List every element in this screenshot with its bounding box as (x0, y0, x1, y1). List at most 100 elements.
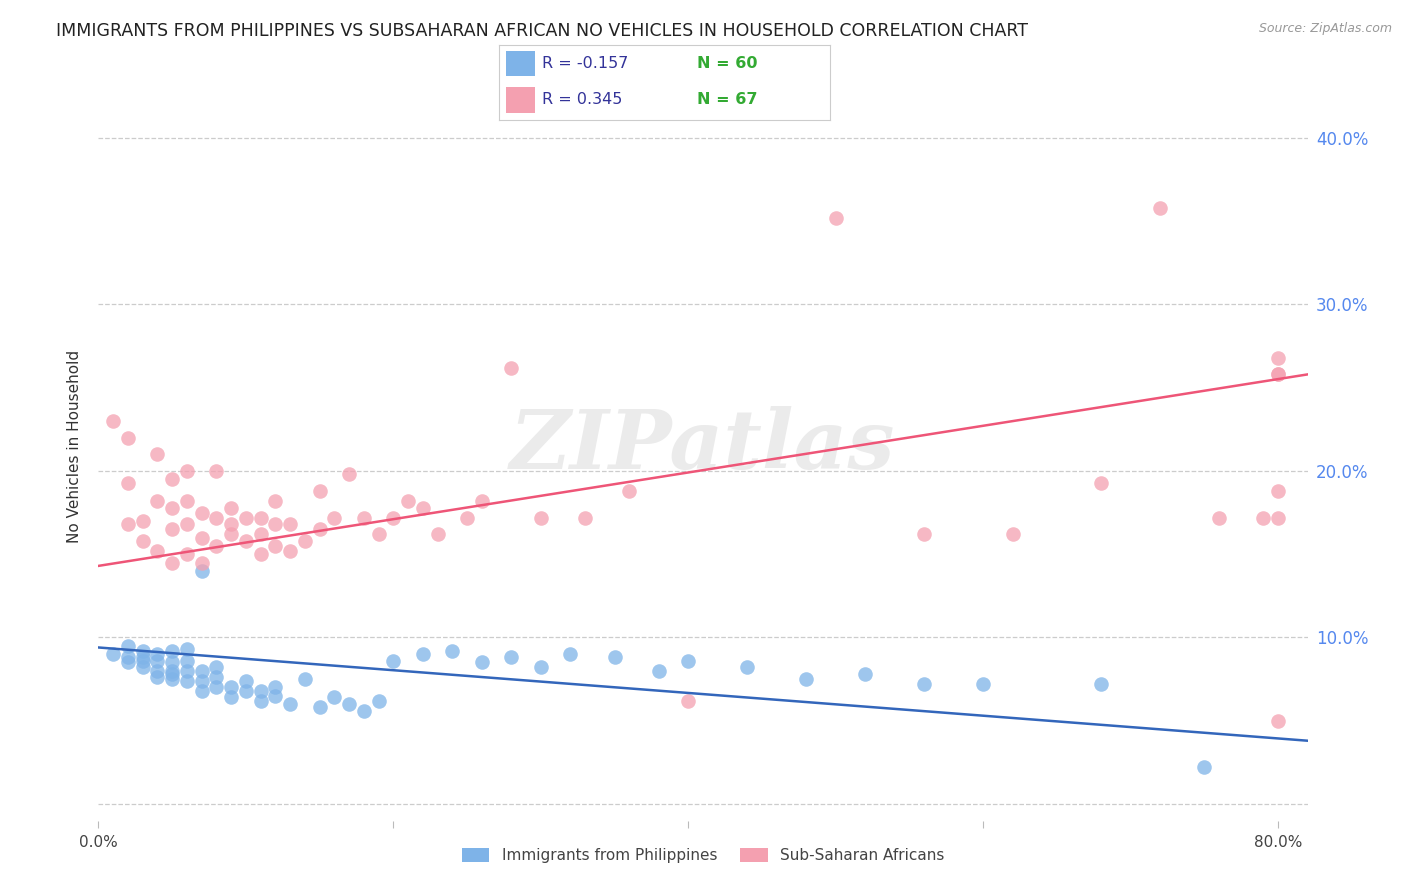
Point (648, 664, 671, 678)
Point (308, 483, 330, 498)
Point (117, 431, 139, 445)
Point (176, 494, 198, 508)
Point (101, 414, 124, 428)
Point (160, 472, 183, 486)
Point (308, 700, 330, 714)
Point (190, 664, 212, 678)
Point (382, 654, 405, 668)
Point (131, 533, 153, 548)
Point (219, 527, 242, 541)
Point (972, 677, 994, 691)
Point (249, 547, 271, 561)
Point (382, 510, 405, 524)
Point (235, 510, 257, 524)
Point (176, 673, 198, 688)
Point (205, 670, 228, 684)
Text: ZIPatlas: ZIPatlas (510, 406, 896, 486)
Point (117, 639, 139, 653)
Point (501, 650, 523, 665)
Point (353, 510, 375, 524)
Point (456, 510, 478, 524)
Point (1090, 475, 1112, 490)
Text: N = 60: N = 60 (697, 56, 758, 71)
Point (1253, 510, 1275, 524)
Point (353, 704, 375, 718)
Point (235, 533, 257, 548)
Point (1267, 368, 1289, 382)
Point (1267, 510, 1289, 524)
Point (131, 660, 153, 674)
Point (1090, 677, 1112, 691)
Point (205, 510, 228, 524)
Point (176, 547, 198, 561)
Point (219, 690, 242, 705)
Point (264, 517, 287, 532)
Point (735, 660, 758, 674)
Point (146, 654, 169, 668)
Point (249, 694, 271, 708)
Point (264, 539, 287, 553)
Point (146, 670, 169, 684)
Point (219, 681, 242, 695)
Point (101, 647, 124, 661)
Point (205, 539, 228, 553)
Point (1267, 351, 1289, 365)
Point (264, 494, 287, 508)
Point (235, 683, 257, 698)
Point (160, 522, 183, 536)
Point (176, 517, 198, 532)
Point (278, 517, 301, 532)
Point (190, 564, 212, 578)
Point (1267, 483, 1289, 498)
Point (264, 681, 287, 695)
Point (131, 514, 153, 528)
Point (249, 510, 271, 524)
Point (219, 500, 242, 515)
Text: N = 67: N = 67 (697, 93, 758, 107)
Point (160, 672, 183, 686)
Point (131, 654, 153, 668)
Point (1267, 368, 1289, 382)
Point (176, 654, 198, 668)
Point (190, 556, 212, 570)
Text: R = -0.157: R = -0.157 (543, 56, 628, 71)
Point (205, 660, 228, 674)
Point (678, 694, 700, 708)
Point (678, 654, 700, 668)
Text: R = 0.345: R = 0.345 (543, 93, 623, 107)
Point (1001, 527, 1024, 541)
Legend: Immigrants from Philippines, Sub-Saharan Africans: Immigrants from Philippines, Sub-Saharan… (456, 842, 950, 869)
Point (912, 527, 935, 541)
Text: IMMIGRANTS FROM PHILIPPINES VS SUBSAHARAN AFRICAN NO VEHICLES IN HOUSEHOLD CORRE: IMMIGRANTS FROM PHILIPPINES VS SUBSAHARA… (56, 22, 1028, 40)
Point (426, 527, 449, 541)
Point (205, 464, 228, 478)
Point (176, 642, 198, 657)
Y-axis label: No Vehicles in Household: No Vehicles in Household (67, 350, 83, 542)
Point (794, 672, 817, 686)
Point (131, 650, 153, 665)
Point (117, 650, 139, 665)
Text: Source: ZipAtlas.com: Source: ZipAtlas.com (1258, 22, 1392, 36)
Point (824, 211, 846, 225)
Point (337, 467, 360, 482)
Point (412, 500, 434, 515)
Point (471, 656, 494, 670)
Point (190, 683, 212, 698)
Point (146, 544, 169, 558)
Point (471, 494, 494, 508)
Bar (506, 51, 536, 77)
Point (308, 522, 330, 536)
Point (146, 664, 169, 678)
Point (160, 667, 183, 681)
Point (219, 517, 242, 532)
Point (160, 664, 183, 678)
Point (560, 647, 582, 661)
Point (131, 644, 153, 658)
Point (1267, 714, 1289, 728)
Point (603, 650, 626, 665)
Point (249, 683, 271, 698)
Point (117, 656, 139, 670)
Point (160, 656, 183, 670)
Point (235, 673, 257, 688)
Point (367, 527, 389, 541)
